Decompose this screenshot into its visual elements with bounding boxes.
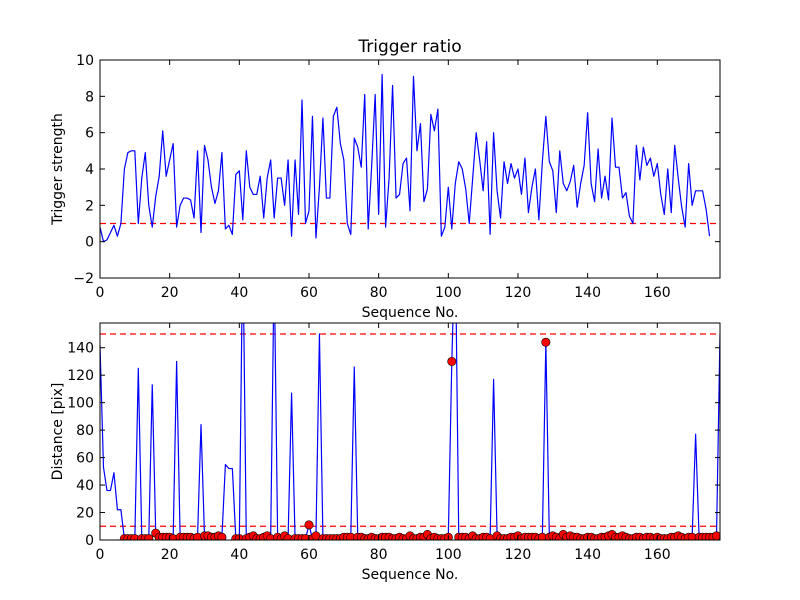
- distance-data-point: [217, 532, 227, 540]
- trigger-x-tick-label: 160: [644, 285, 671, 301]
- distance-x-tick-label: 20: [161, 547, 179, 563]
- trigger-y-tick-label: 8: [85, 89, 94, 105]
- distance-data-point: [447, 356, 457, 366]
- distance-y-tick-label: 20: [76, 506, 94, 522]
- distance-x-tick-label: 40: [230, 547, 248, 563]
- top-chart-title: Trigger ratio: [357, 37, 461, 57]
- trigger-x-tick-label: 20: [161, 285, 179, 301]
- trigger-series-line: [100, 73, 711, 243]
- trigger-x-tick-label: 40: [230, 285, 248, 301]
- distance-data-point: [712, 531, 720, 540]
- trigger-x-tick-label: 60: [300, 285, 318, 301]
- trigger-y-tick-label: 2: [85, 198, 94, 214]
- distance-data-point: [144, 534, 154, 540]
- trigger-y-axis-label: Trigger strength: [50, 113, 66, 226]
- distance-x-tick-label: 140: [574, 547, 601, 563]
- trigger-x-tick-label: 120: [505, 285, 532, 301]
- distance-y-tick-label: 120: [67, 368, 94, 384]
- distance-y-tick-label: 140: [67, 341, 94, 357]
- distance-x-tick-label: 0: [96, 547, 105, 563]
- distance-y-tick-label: 40: [76, 478, 94, 494]
- distance-y-tick-label: 80: [76, 423, 94, 439]
- distance-y-tick-label: 100: [67, 396, 94, 412]
- distance-y-tick-label: 0: [85, 533, 94, 549]
- distance-x-tick-label: 60: [300, 547, 318, 563]
- distance-y-tick-label: 60: [76, 451, 94, 467]
- distance-x-tick-label: 80: [370, 547, 388, 563]
- distance-plot: 0 20 40 60 80 100 120 140 160 0 20 40 60 80 100 120 140 S…: [50, 322, 721, 583]
- trigger-x-axis-label: Sequence No.: [362, 305, 459, 321]
- trigger-y-tick-label: 4: [85, 162, 94, 178]
- distance-axes-frame: [99, 322, 721, 541]
- distance-x-axis-label: Sequence No.: [362, 567, 459, 583]
- distance-x-tick-label: 120: [505, 547, 532, 563]
- distance-data-point: [304, 520, 314, 530]
- distance-x-tick-label: 160: [644, 547, 671, 563]
- distance-data-point: [541, 337, 551, 347]
- trigger-x-tick-label: 100: [435, 285, 462, 301]
- trigger-y-tick-label: 0: [85, 235, 94, 251]
- trigger-x-tick-label: 140: [574, 285, 601, 301]
- trigger-x-tick-label: 0: [96, 285, 105, 301]
- distance-y-axis-label: Distance [pix]: [50, 383, 66, 481]
- distance-x-tick-label: 100: [435, 547, 462, 563]
- trigger-y-tick-label: −2: [73, 271, 94, 287]
- trigger-y-tick-label: 10: [76, 53, 94, 69]
- trigger-y-tick-label: 6: [85, 126, 94, 142]
- trigger-x-tick-label: 80: [370, 285, 388, 301]
